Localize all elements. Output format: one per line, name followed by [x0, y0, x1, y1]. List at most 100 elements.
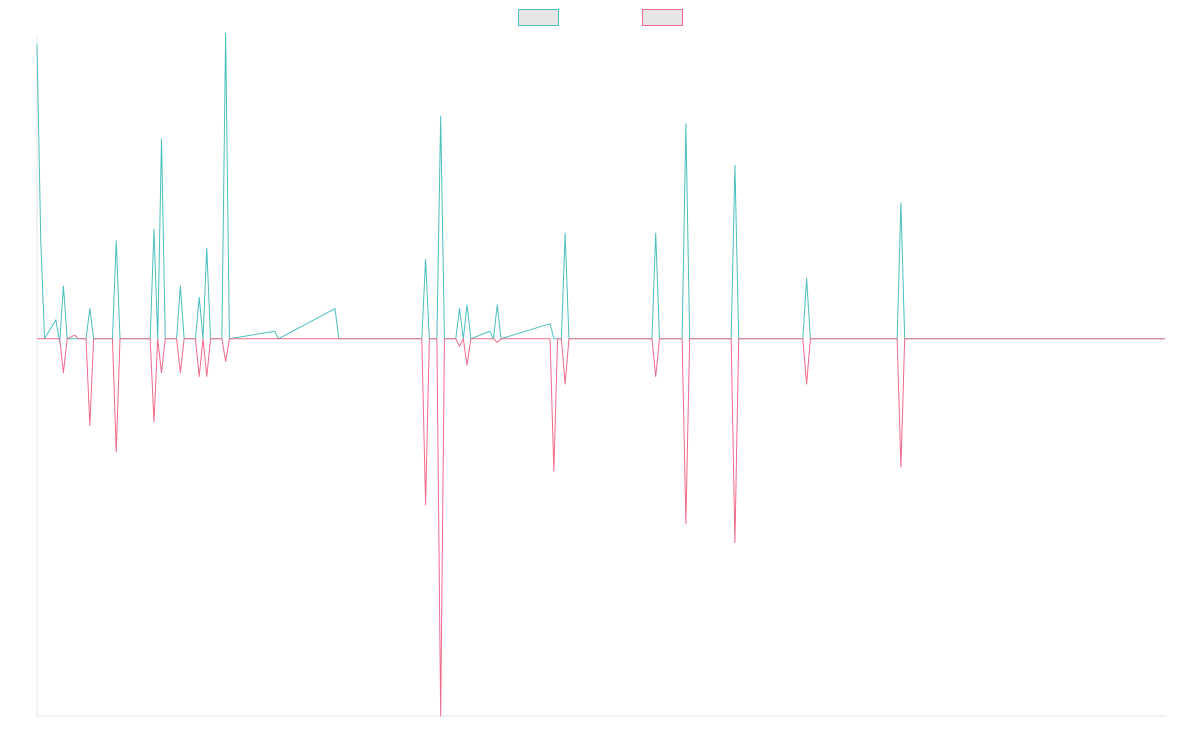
data-point [199, 297, 200, 298]
data-point [553, 338, 554, 339]
data-point [150, 338, 151, 339]
data-point [176, 338, 177, 339]
data-point [119, 338, 120, 339]
data-point [425, 504, 426, 505]
data-point [659, 338, 660, 339]
series-1 [36, 32, 1165, 344]
data-point [810, 338, 811, 339]
data-point [1164, 338, 1165, 339]
data-point [806, 278, 807, 279]
data-point [900, 466, 901, 467]
data-point [63, 372, 64, 373]
data-point [161, 138, 162, 139]
data-point [184, 338, 185, 339]
data-point [116, 240, 117, 241]
data-point [206, 248, 207, 249]
data-point [459, 346, 460, 347]
data-point [553, 470, 554, 471]
data-point [470, 338, 471, 339]
data-point [429, 338, 430, 339]
data-point [116, 451, 117, 452]
data-point [59, 338, 60, 339]
data-point [202, 338, 203, 339]
data-point [655, 376, 656, 377]
data-point [421, 338, 422, 339]
data-point [36, 338, 37, 339]
data-point [904, 338, 905, 339]
data-point [549, 323, 550, 324]
data-point [549, 338, 550, 339]
axes [36, 37, 1165, 717]
data-point [489, 331, 490, 332]
data-point [806, 383, 807, 384]
data-point [74, 334, 75, 335]
data-point [561, 338, 562, 339]
data-point [455, 338, 456, 339]
data-point [463, 338, 464, 339]
data-point [210, 338, 211, 339]
data-point [180, 372, 181, 373]
data-point [900, 202, 901, 203]
data-point [440, 116, 441, 117]
data-point [199, 376, 200, 377]
data-point [78, 338, 79, 339]
data-point [685, 123, 686, 124]
data-point [565, 233, 566, 234]
legend-swatch-2 [642, 9, 683, 26]
data-point [36, 44, 37, 45]
data-point [334, 308, 335, 309]
data-point [444, 338, 445, 339]
data-point [897, 338, 898, 339]
data-point [466, 304, 467, 305]
series-2 [36, 334, 1165, 717]
data-point [67, 338, 68, 339]
data-point [274, 331, 275, 332]
data-point [89, 308, 90, 309]
data-point [682, 338, 683, 339]
data-point [731, 338, 732, 339]
legend-swatch-1 [518, 9, 559, 26]
data-point [497, 304, 498, 305]
data-point [161, 372, 162, 373]
data-point [195, 338, 196, 339]
data-point [497, 342, 498, 343]
data-point [63, 285, 64, 286]
data-point [565, 383, 566, 384]
data-point [557, 338, 558, 339]
data-point [225, 361, 226, 362]
data-point [568, 338, 569, 339]
data-point [85, 338, 86, 339]
data-point [93, 338, 94, 339]
legend [518, 9, 683, 26]
data-point [153, 421, 154, 422]
data-point [655, 233, 656, 234]
data-point [55, 319, 56, 320]
data-point [651, 338, 652, 339]
data-point [206, 376, 207, 377]
series-layer [36, 32, 1165, 717]
data-point [734, 165, 735, 166]
data-point [112, 338, 113, 339]
series-line-1 [36, 32, 1165, 344]
data-point [440, 715, 441, 716]
data-point [685, 523, 686, 524]
data-point [493, 338, 494, 339]
data-point [180, 285, 181, 286]
data-point [500, 338, 501, 339]
series-line-2 [37, 334, 1165, 717]
data-point [229, 338, 230, 339]
data-point [153, 229, 154, 230]
data-point [436, 338, 437, 339]
data-point [165, 338, 166, 339]
data-point [802, 338, 803, 339]
data-point [689, 338, 690, 339]
data-point [425, 259, 426, 260]
data-point [221, 338, 222, 339]
data-point [40, 240, 41, 241]
data-point [734, 542, 735, 543]
data-point [738, 338, 739, 339]
data-point [466, 365, 467, 366]
data-point [89, 425, 90, 426]
data-point [459, 308, 460, 309]
